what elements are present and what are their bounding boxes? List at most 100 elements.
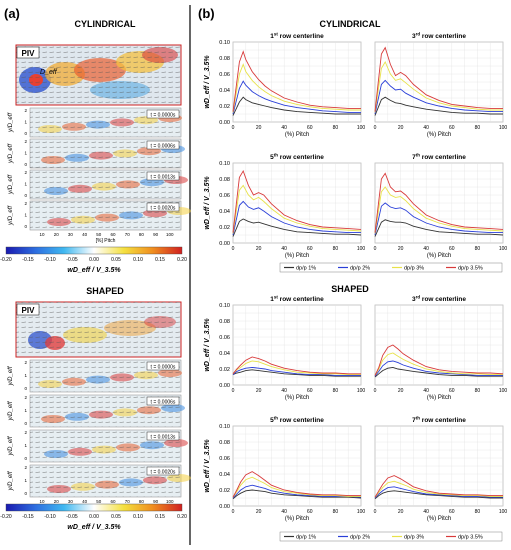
strip-xtick: 40 — [82, 232, 88, 237]
series-line-4 — [374, 172, 504, 233]
strip-time-box — [146, 202, 180, 212]
strip-ytick: 0 — [24, 421, 27, 426]
series-line-2 — [232, 80, 361, 115]
series-line-2 — [374, 79, 503, 115]
y-tick: 0.04 — [219, 472, 230, 478]
x-tick: 60 — [307, 125, 313, 131]
strip-xtick: 40 — [82, 499, 88, 504]
series-line-2 — [232, 366, 361, 376]
strip-xtick: 60 — [110, 499, 116, 504]
strip-xtick: 100 — [166, 499, 174, 504]
chart-7: 7th row centerline 0 20 40 60 80 100 (%) Pitch — [374, 416, 508, 523]
panel-a-label: (a) — [4, 6, 20, 21]
strip-time-label: t = 0.0020s — [151, 470, 176, 476]
strip-ytick: 0 — [24, 491, 27, 496]
strip-xtick: 80 — [139, 499, 145, 504]
colorbar-tick: -0.10 — [44, 514, 56, 520]
series-line-4 — [232, 471, 361, 498]
strip-ytick: 2 — [24, 395, 27, 400]
strip-ytick: 1 — [24, 151, 27, 156]
series-line-1 — [232, 96, 361, 116]
y-axis-label: wD_eff / V_3.5% — [204, 176, 211, 230]
x-tick: 0 — [232, 388, 235, 394]
strip-xtick: 10 — [39, 499, 45, 504]
strip-ytick: 1 — [24, 478, 27, 483]
colorbar-tick: -0.10 — [44, 257, 56, 263]
strip-ylabel: y/D_eff — [8, 174, 14, 195]
legend-label: dp/p 2% — [350, 535, 370, 541]
strip-ylabel: y/D_eff — [8, 470, 14, 491]
legend-label: dp/p 3.5% — [458, 535, 483, 541]
colorbar-tick: 0.05 — [111, 514, 121, 520]
colorbar-tick: 0.20 — [177, 514, 187, 520]
series-line-4 — [374, 46, 503, 112]
y-axis-label: wD_eff / V_3.5% — [204, 55, 211, 109]
chart-title: 1st row centerline — [270, 295, 324, 304]
chart-1: 3rd row centerline 0 20 40 60 80 100 (%) Pitch — [374, 32, 508, 139]
panel-a-shaped-title: SHAPED — [86, 286, 124, 296]
strip-time-box — [146, 140, 180, 150]
x-tick: 20 — [398, 388, 404, 394]
y-tick: 0.08 — [219, 56, 230, 62]
colorbar-tick: -0.05 — [66, 514, 78, 520]
x-tick: 100 — [357, 509, 366, 515]
strip-xtick: 50 — [96, 499, 102, 504]
x-tick: 20 — [256, 246, 262, 252]
x-tick: 80 — [475, 388, 481, 394]
panel-b-shaped-title: SHAPED — [331, 284, 369, 294]
strip-time-label: t = 0.0013s — [151, 435, 176, 441]
series-line-3 — [232, 476, 361, 498]
chart-title: 1st row centerline — [270, 32, 324, 41]
x-axis-label: (%) Pitch — [285, 516, 309, 522]
strip-ytick: 0 — [24, 386, 27, 391]
strip-xtick: 50 — [96, 232, 102, 237]
strip-ylabel: y/D_eff — [8, 435, 14, 456]
strip-xtick: 60 — [110, 232, 116, 237]
x-tick: 60 — [307, 509, 313, 515]
strip-ylabel: y/D_eff — [8, 143, 14, 164]
x-tick: 60 — [307, 388, 313, 394]
strip-ytick: 1 — [24, 182, 27, 187]
series-line-2 — [374, 202, 503, 236]
legend: dp/p 1% dp/p 2% dp/p 3% dp/p 3.5% — [279, 262, 503, 273]
strip-xtick: 30 — [68, 232, 74, 237]
colorbar-bar — [5, 246, 183, 255]
strip-ytick: 0 — [24, 131, 27, 136]
x-tick: 20 — [398, 509, 404, 515]
chart-2: 5th row centerline 0 20 40 60 80 100 0.00 0.02 0.… — [204, 153, 365, 260]
y-axis-label: wD_eff / V_3.5% — [204, 318, 211, 372]
series-line-2 — [374, 360, 503, 377]
strip-xtick: 70 — [125, 499, 131, 504]
strip-ytick: 0 — [24, 224, 27, 229]
y-tick: 0.02 — [219, 225, 230, 231]
chart-title: 5th row centerline — [270, 153, 324, 162]
y-tick: 0.10 — [219, 424, 230, 430]
chart-6: 5th row centerline 0 20 40 60 80 100 0.00 0.02 0.… — [204, 416, 365, 523]
series-line-1 — [232, 369, 361, 377]
x-tick: 0 — [232, 246, 235, 252]
x-tick: 20 — [256, 388, 262, 394]
colorbar-tick: 0.15 — [155, 514, 165, 520]
series-line-3 — [374, 61, 503, 113]
y-tick: 0.06 — [219, 456, 230, 462]
x-tick: 0 — [232, 125, 235, 131]
y-tick: 0.06 — [219, 193, 230, 199]
x-tick: 100 — [357, 388, 366, 394]
strip-time-box — [146, 361, 180, 371]
strip-ytick: 1 — [24, 373, 27, 378]
x-tick: 40 — [423, 509, 429, 515]
y-tick: 0.00 — [219, 383, 230, 389]
strip-xtick: 10 — [39, 232, 45, 237]
panel-b-label: (b) — [198, 6, 215, 21]
colorbar-cylindrical: -0.20 -0.15 -0.10 -0.05 0.00 0.05 0.10 0.15 0.20… — [0, 246, 187, 274]
chart-title: 3rd row centerline — [412, 32, 466, 41]
strip-time-label: t = 0.0006s — [151, 144, 176, 150]
colorbar-tick: -0.15 — [22, 257, 34, 263]
series-line-1 — [374, 366, 503, 378]
y-tick: 0.06 — [219, 335, 230, 341]
colorbar-tick: -0.05 — [66, 257, 78, 263]
strip-time-box — [146, 171, 180, 181]
series-line-2 — [232, 200, 361, 236]
